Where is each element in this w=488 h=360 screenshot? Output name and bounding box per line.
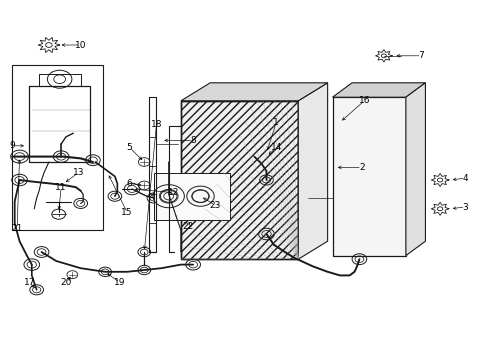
Text: 14: 14 — [270, 143, 282, 152]
Text: 16: 16 — [358, 96, 369, 105]
Text: 5: 5 — [126, 143, 132, 152]
Text: 19: 19 — [114, 278, 125, 287]
Text: 7: 7 — [418, 51, 424, 60]
Polygon shape — [181, 83, 327, 101]
Polygon shape — [298, 83, 327, 259]
Text: 12: 12 — [167, 188, 179, 197]
Bar — [332, 97, 405, 256]
Text: 4: 4 — [462, 174, 468, 183]
Text: 2: 2 — [358, 163, 364, 172]
Text: 18: 18 — [150, 120, 162, 129]
Text: 17: 17 — [23, 278, 35, 287]
Text: 1: 1 — [273, 118, 279, 127]
Text: 13: 13 — [72, 168, 84, 177]
Text: 9: 9 — [9, 141, 15, 150]
Bar — [181, 101, 298, 259]
Text: 20: 20 — [60, 278, 72, 287]
Bar — [181, 101, 298, 259]
Text: 23: 23 — [209, 201, 221, 210]
Text: 22: 22 — [182, 222, 194, 231]
Text: 6: 6 — [126, 179, 132, 188]
Text: 3: 3 — [462, 202, 468, 211]
Polygon shape — [332, 83, 425, 97]
Text: 21: 21 — [11, 224, 23, 233]
Bar — [154, 173, 229, 220]
Text: 10: 10 — [75, 40, 86, 49]
Text: 8: 8 — [190, 136, 196, 145]
Text: 15: 15 — [121, 208, 133, 217]
Text: 11: 11 — [55, 183, 67, 192]
Bar — [12, 65, 102, 230]
Polygon shape — [405, 83, 425, 256]
